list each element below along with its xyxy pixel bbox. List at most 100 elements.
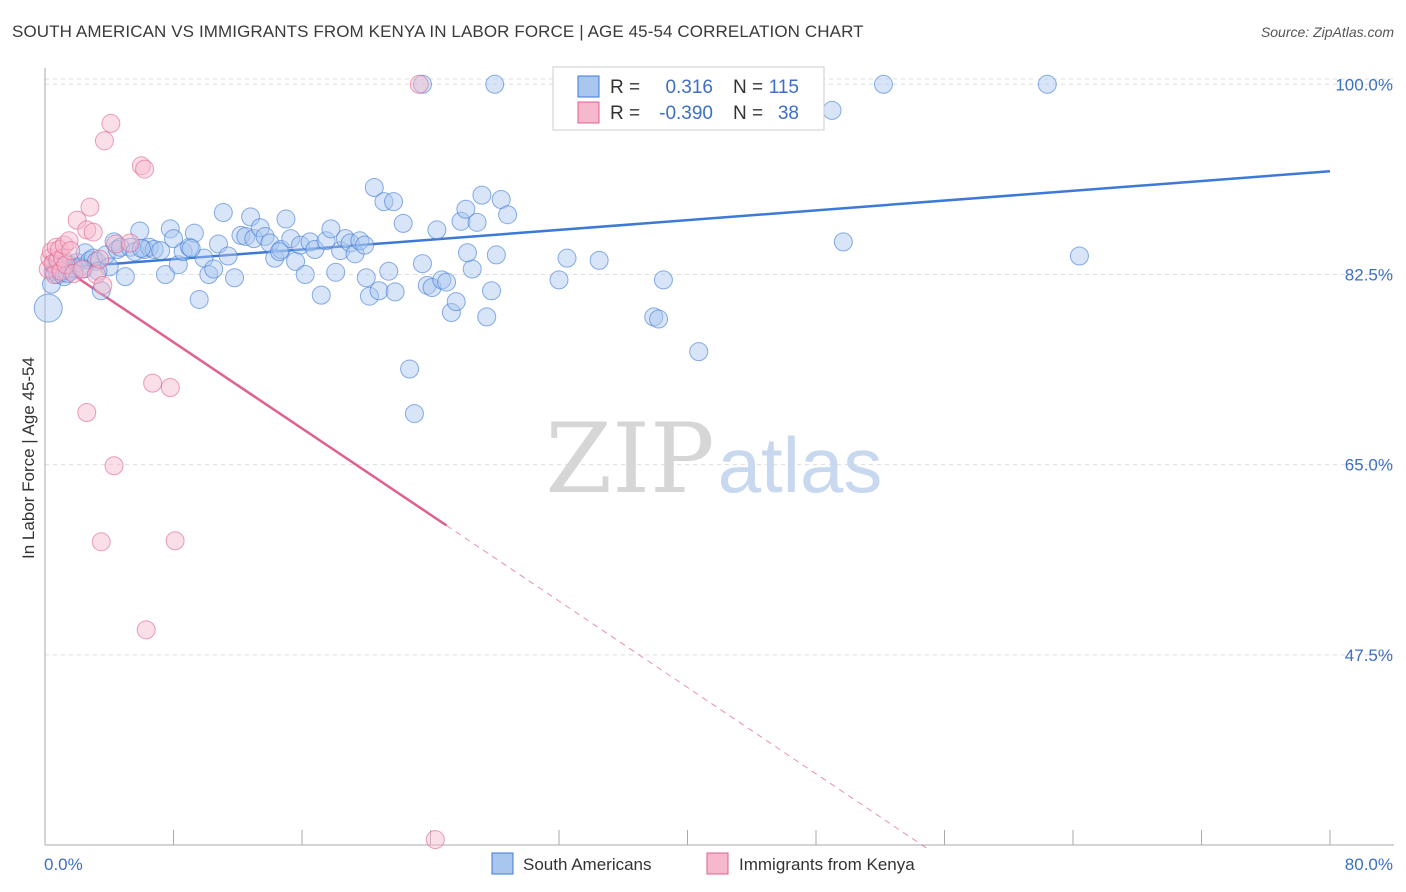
point-south-americans (326, 262, 346, 282)
point-south-americans (236, 226, 256, 246)
point-south-americans (412, 254, 432, 274)
point-south-americans (404, 404, 424, 424)
point-south-americans (689, 342, 709, 362)
point-south-americans (276, 209, 296, 229)
legend-label-south-americans: South Americans (523, 855, 652, 874)
point-south-americans (589, 250, 609, 270)
point-kenya (143, 373, 163, 393)
point-south-americans (649, 309, 669, 329)
point-south-americans (485, 74, 505, 94)
x-tick-label: 80.0% (1345, 855, 1393, 874)
point-south-americans (213, 203, 233, 223)
point-south-americans (255, 226, 275, 246)
point-south-americans (218, 246, 238, 266)
legend-label-kenya: Immigrants from Kenya (739, 855, 915, 874)
point-south-americans (131, 238, 151, 258)
point-south-americans (115, 267, 135, 287)
point-south-americans (204, 259, 224, 279)
point-south-americans (467, 212, 487, 232)
point-kenya (106, 234, 126, 254)
point-south-americans (462, 259, 482, 279)
legend-swatch-kenya (706, 852, 729, 875)
data-points (33, 74, 1089, 850)
point-south-americans (374, 192, 394, 212)
point-south-americans (340, 233, 360, 253)
point-kenya (67, 210, 87, 230)
point-south-americans (456, 199, 476, 219)
point-south-americans (241, 207, 261, 227)
point-kenya (101, 113, 121, 133)
point-kenya (160, 377, 180, 397)
point-south-americans (400, 359, 420, 379)
point-south-americans (184, 223, 204, 243)
point-south-americans (369, 281, 389, 301)
point-south-americans (441, 303, 461, 323)
point-south-americans (393, 213, 413, 233)
point-south-americans (250, 218, 270, 238)
legend: South Americans Immigrants from Kenya (491, 852, 915, 875)
point-south-americans (295, 264, 315, 284)
point-south-americans (364, 178, 384, 198)
point-kenya (93, 275, 113, 295)
grid-lines (45, 78, 1394, 656)
point-kenya (135, 159, 155, 179)
stats-n-value-blue: 115 (769, 77, 799, 98)
point-south-americans (181, 238, 201, 258)
point-kenya (86, 264, 106, 284)
source-credit: Source: ZipAtlas.com (1260, 24, 1394, 40)
stats-box: R = 0.316 N = 115 R = -0.390 N = 38 (552, 66, 825, 131)
point-south-americans (270, 242, 290, 262)
chart-title: SOUTH AMERICAN VS IMMIGRANTS FROM KENYA … (12, 22, 864, 41)
point-south-americans (385, 282, 405, 302)
stats-r-value-blue: 0.316 (665, 77, 713, 98)
point-south-americans (549, 270, 569, 290)
point-south-americans (432, 270, 452, 290)
stats-swatch-pink (577, 101, 600, 124)
point-south-americans (151, 241, 171, 261)
point-south-americans (833, 232, 853, 252)
x-tick-label: 0.0% (44, 855, 83, 874)
point-south-americans (557, 248, 577, 268)
trend-line-kenya (44, 254, 448, 527)
stats-n-value-pink: 38 (778, 103, 799, 124)
point-south-americans (822, 100, 842, 120)
point-kenya (61, 241, 81, 261)
stats-n-label-blue: N = (733, 77, 763, 98)
point-south-americans (653, 270, 673, 290)
watermark-zip: ZIP (545, 403, 714, 515)
point-south-americans (417, 275, 437, 295)
stats-n-label-pink: N = (733, 103, 763, 124)
point-south-americans (1069, 246, 1089, 266)
point-south-americans (321, 219, 341, 239)
point-kenya (91, 532, 111, 552)
point-south-americans (446, 292, 466, 312)
point-kenya (59, 231, 79, 251)
point-south-americans (477, 307, 497, 327)
point-south-americans (189, 289, 209, 309)
y-axis-label: In Labor Force | Age 45-54 (19, 357, 38, 559)
trend-line-kenya-extension (446, 525, 929, 850)
point-kenya (165, 531, 185, 551)
point-south-americans (281, 229, 301, 249)
point-south-americans (644, 307, 664, 327)
stats-r-value-pink: -0.390 (659, 103, 713, 124)
point-south-americans (457, 243, 477, 263)
legend-swatch-south-americans (491, 852, 514, 875)
point-kenya (104, 456, 124, 476)
point-south-americans (311, 285, 331, 305)
point-kenya (83, 222, 103, 242)
point-kenya (409, 74, 429, 94)
point-kenya (80, 197, 100, 217)
point-kenya (94, 131, 114, 151)
point-kenya (425, 830, 445, 850)
point-south-americans (359, 286, 379, 306)
point-south-americans (355, 235, 375, 255)
point-south-americans (422, 278, 442, 298)
point-south-americans (139, 237, 159, 257)
point-south-americans (1037, 74, 1057, 94)
stats-r-label-pink: R = (610, 103, 640, 124)
point-south-americans (331, 241, 351, 261)
point-south-americans (427, 220, 447, 240)
point-south-americans (33, 293, 63, 323)
